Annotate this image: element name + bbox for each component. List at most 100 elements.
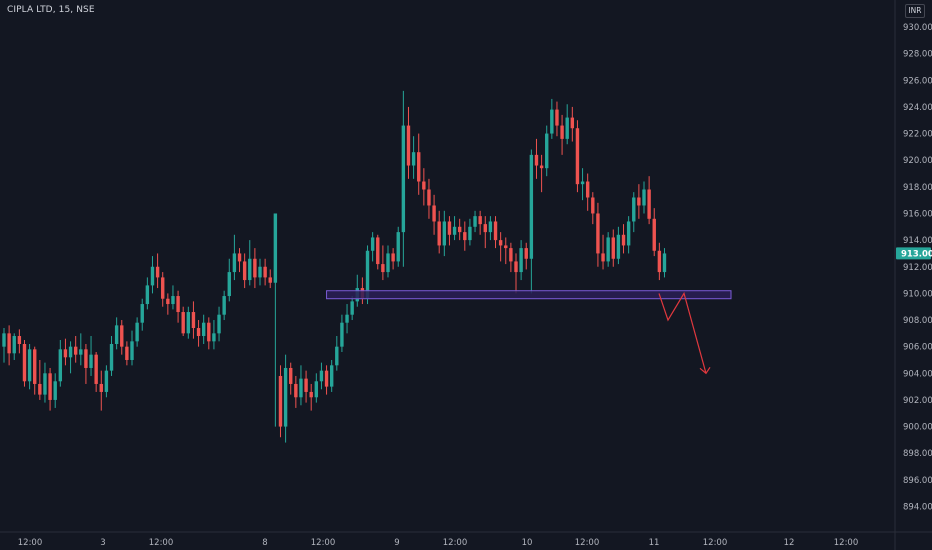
candle[interactable] — [43, 362, 47, 403]
candle[interactable] — [386, 245, 390, 278]
candle[interactable] — [632, 192, 636, 233]
candle[interactable] — [161, 272, 165, 307]
candle[interactable] — [248, 240, 252, 286]
candle[interactable] — [427, 178, 431, 219]
candle[interactable] — [616, 226, 621, 265]
candle[interactable] — [488, 216, 493, 241]
candle[interactable] — [335, 336, 339, 371]
candle[interactable] — [478, 210, 482, 235]
candle[interactable] — [560, 114, 564, 155]
candle[interactable] — [273, 213, 278, 427]
candle[interactable] — [191, 301, 196, 339]
candle[interactable] — [463, 221, 467, 251]
candle[interactable] — [33, 346, 37, 395]
candle[interactable] — [63, 338, 68, 366]
candle[interactable] — [12, 333, 16, 360]
candle[interactable] — [120, 320, 124, 355]
candle[interactable] — [498, 232, 503, 262]
time-axis[interactable]: 12:00 3 12:00 8 12:00 9 12:00 10 12:00 11 12:00 12 1… — [18, 538, 859, 548]
candle[interactable] — [585, 173, 590, 211]
candle[interactable] — [519, 240, 523, 281]
candle[interactable] — [283, 354, 288, 443]
candle[interactable] — [370, 232, 375, 262]
price-axis[interactable]: 894.00 896.00 898.00 900.00 902.00 904.00 906.… — [903, 23, 932, 513]
candle[interactable] — [376, 234, 380, 270]
candle[interactable] — [611, 229, 615, 267]
candle[interactable] — [350, 296, 354, 321]
candle[interactable] — [196, 320, 201, 347]
candle[interactable] — [534, 138, 539, 179]
candle[interactable] — [417, 133, 421, 195]
candle[interactable] — [289, 362, 293, 395]
candle[interactable] — [114, 317, 119, 350]
currency-label[interactable]: INR — [905, 4, 925, 18]
candle[interactable] — [201, 314, 206, 345]
candle[interactable] — [447, 216, 452, 246]
candle[interactable] — [89, 336, 93, 376]
candle[interactable] — [222, 290, 226, 321]
candle[interactable] — [27, 344, 32, 390]
candle[interactable] — [181, 306, 185, 337]
symbol-title[interactable]: CIPLA LTD, 15, NSE — [7, 5, 95, 15]
candle[interactable] — [53, 373, 57, 408]
candle[interactable] — [539, 154, 544, 193]
candle[interactable] — [135, 317, 139, 347]
candle[interactable] — [7, 325, 11, 366]
candle[interactable] — [140, 298, 144, 331]
candle[interactable] — [514, 253, 518, 294]
candle[interactable] — [145, 277, 150, 310]
candle[interactable] — [212, 320, 216, 350]
candle[interactable] — [227, 258, 231, 302]
candle[interactable] — [299, 365, 303, 406]
candle[interactable] — [68, 341, 73, 374]
candle[interactable] — [442, 210, 447, 257]
candle[interactable] — [217, 306, 221, 342]
candle[interactable] — [207, 317, 211, 350]
candle[interactable] — [432, 194, 436, 235]
candle[interactable] — [626, 216, 631, 254]
candle[interactable] — [99, 370, 103, 411]
candle[interactable] — [381, 245, 385, 281]
candle[interactable] — [125, 341, 129, 366]
candle[interactable] — [493, 216, 498, 249]
candle[interactable] — [242, 253, 247, 289]
candle[interactable] — [324, 365, 329, 395]
candle[interactable] — [457, 218, 462, 241]
candle[interactable] — [155, 253, 160, 289]
candle[interactable] — [509, 242, 513, 273]
candle[interactable] — [591, 192, 595, 225]
candle[interactable] — [473, 210, 477, 233]
candle[interactable] — [550, 98, 554, 139]
candle[interactable] — [575, 120, 580, 193]
candle[interactable] — [2, 328, 6, 363]
candle[interactable] — [662, 248, 667, 278]
candle[interactable] — [529, 149, 534, 294]
candle[interactable] — [150, 256, 155, 294]
candle[interactable] — [340, 314, 344, 352]
candle[interactable] — [391, 248, 395, 270]
candle[interactable] — [606, 232, 610, 267]
candle[interactable] — [237, 248, 242, 273]
candle[interactable] — [437, 210, 441, 254]
candle[interactable] — [166, 293, 170, 315]
candle[interactable] — [565, 104, 569, 145]
candle[interactable] — [263, 258, 267, 286]
candle[interactable] — [601, 234, 605, 270]
candle[interactable] — [38, 359, 42, 400]
candle[interactable] — [109, 336, 114, 376]
candle[interactable] — [555, 101, 559, 137]
candle[interactable] — [396, 226, 400, 267]
support-zone[interactable] — [326, 290, 732, 300]
candle[interactable] — [94, 351, 98, 392]
candle[interactable] — [596, 202, 600, 267]
candle[interactable] — [411, 136, 416, 179]
candle[interactable] — [524, 242, 528, 270]
candle[interactable] — [253, 248, 257, 289]
candle[interactable] — [483, 216, 487, 249]
candle[interactable] — [329, 359, 334, 392]
candle[interactable] — [406, 106, 411, 179]
candle[interactable] — [652, 208, 656, 257]
candle[interactable] — [570, 106, 575, 142]
candle[interactable] — [642, 181, 646, 214]
